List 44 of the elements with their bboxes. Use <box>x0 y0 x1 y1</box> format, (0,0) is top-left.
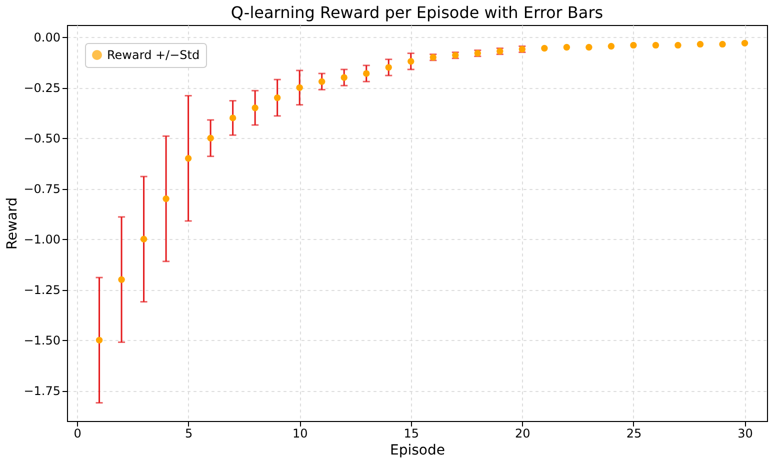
point <box>96 336 103 344</box>
legend-label: Reward +/−Std <box>107 48 200 62</box>
point <box>318 78 326 85</box>
point <box>229 114 236 122</box>
point <box>608 42 615 50</box>
point <box>541 44 548 52</box>
point <box>140 236 148 243</box>
point <box>674 42 682 49</box>
x-tick-label: 5 <box>184 426 193 440</box>
point <box>630 42 637 49</box>
x-tick-label: 30 <box>738 426 753 440</box>
point <box>252 104 258 112</box>
point <box>184 155 192 162</box>
y-tick-label: −1.75 <box>24 384 60 398</box>
y-tick-label: −1.25 <box>24 283 60 298</box>
point <box>586 44 592 51</box>
x-tick-label: 25 <box>626 426 642 440</box>
y-tick-label: −0.25 <box>24 81 60 96</box>
point <box>363 70 370 77</box>
point <box>296 84 303 91</box>
point <box>207 134 214 142</box>
y-tick-label: −1.50 <box>24 334 60 348</box>
y-axis-title: Reward <box>4 197 21 250</box>
point <box>741 40 748 47</box>
x-tick-label: 0 <box>74 426 82 440</box>
chart-title: Q-learning Reward per Episode with Error Bars <box>230 3 604 22</box>
x-axis-title: Episode <box>390 442 445 458</box>
x-tick-label: 20 <box>515 426 530 440</box>
x-tick-label: 10 <box>292 426 308 440</box>
y-tick-label: −0.75 <box>24 182 60 196</box>
point <box>696 40 704 48</box>
point <box>274 94 281 102</box>
y-tick-label: −1.00 <box>24 232 60 247</box>
point <box>719 40 726 48</box>
x-tick-label: 15 <box>404 426 420 440</box>
y-tick-label: 0.00 <box>34 30 60 45</box>
point <box>652 42 660 49</box>
point <box>385 64 392 71</box>
point <box>162 195 170 202</box>
point <box>408 58 414 65</box>
point <box>563 44 570 51</box>
y-tick-label: −0.50 <box>24 132 60 146</box>
point <box>340 74 348 81</box>
point <box>118 276 125 283</box>
